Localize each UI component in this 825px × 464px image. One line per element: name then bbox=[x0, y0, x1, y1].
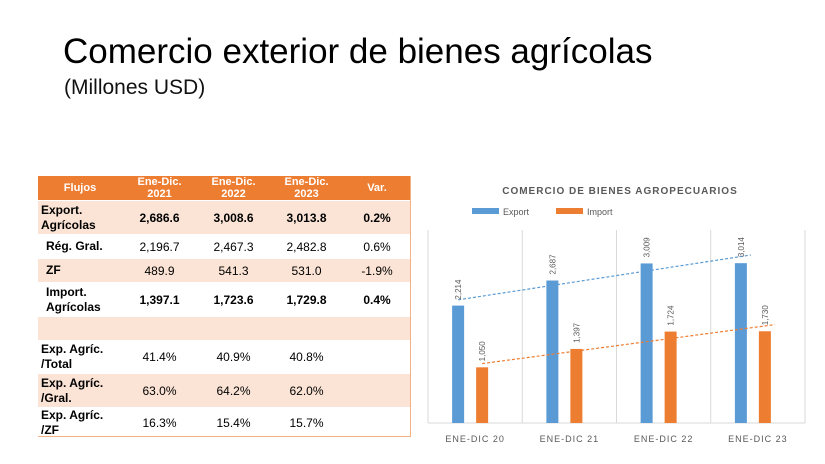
header-flujos: Flujos bbox=[38, 176, 122, 201]
cell-2021: 1,397.1 bbox=[122, 282, 197, 317]
data-label: 2,687 bbox=[548, 254, 557, 275]
chart-legend: Export Import bbox=[472, 207, 613, 217]
slide-title: Comercio exterior de bienes agrícolas bbox=[63, 32, 653, 71]
agro-trade-chart: COMERCIO DE BIENES AGROPECUARIOS Export I… bbox=[427, 186, 806, 444]
row-label: Import. Agrícolas bbox=[38, 282, 122, 317]
table-row: Exp. Agríc. /Total 41.4% 40.9% 40.8% bbox=[38, 340, 411, 374]
cell-var: 0.4% bbox=[343, 282, 411, 317]
cell-2022: 2,467.3 bbox=[197, 234, 270, 259]
cell-var bbox=[343, 407, 411, 439]
row-label: Rég. Gral. bbox=[38, 234, 122, 259]
flows-table: Flujos Ene-Dic. 2021 Ene-Dic. 2022 Ene-D… bbox=[38, 176, 411, 439]
bar-export bbox=[452, 305, 465, 423]
cell-2021: 489.9 bbox=[122, 258, 197, 283]
legend-label-import: Import bbox=[587, 207, 613, 217]
bar-export bbox=[640, 263, 653, 423]
cell-2021: 16.3% bbox=[122, 407, 197, 439]
header-2022: Ene-Dic. 2022 bbox=[197, 176, 270, 201]
chart-data-labels: 2,214 1,050 2,687 1,397 3,009 1,724 3,014 1,730 bbox=[454, 237, 770, 362]
table-row: ZF 489.9 541.3 531.0 -1.9% bbox=[38, 258, 411, 283]
bar-import bbox=[570, 348, 583, 423]
cell-2021: 41.4% bbox=[122, 340, 197, 374]
bar-import bbox=[664, 331, 677, 423]
table-row: Export. Agrícolas 2,686.6 3,008.6 3,013.… bbox=[38, 200, 411, 235]
cell-2023: 1,729.8 bbox=[270, 282, 343, 317]
row-label: Exp. Agríc. /Gral. bbox=[38, 373, 122, 408]
legend-swatch-import bbox=[556, 208, 583, 214]
chart-x-labels: ENE-DIC 20 ENE-DIC 21 ENE-DIC 22 ENE-DIC 23 bbox=[445, 434, 788, 444]
row-label: Exp. Agríc. /ZF bbox=[38, 407, 122, 439]
legend-swatch-export bbox=[472, 208, 499, 214]
row-label bbox=[38, 316, 122, 341]
chart-title: COMERCIO DE BIENES AGROPECUARIOS bbox=[502, 186, 738, 197]
cell-var: 0.2% bbox=[343, 200, 411, 235]
cell-2022 bbox=[197, 316, 270, 341]
bar-import bbox=[758, 331, 771, 423]
header-2023: Ene-Dic. 2023 bbox=[270, 176, 343, 201]
trendline-import bbox=[482, 324, 775, 365]
cell-2023: 3,013.8 bbox=[270, 200, 343, 235]
data-label: 1,050 bbox=[478, 341, 487, 362]
cell-2022: 541.3 bbox=[197, 258, 270, 283]
row-label: Export. Agrícolas bbox=[38, 200, 122, 235]
cell-2022: 15.4% bbox=[197, 407, 270, 439]
bar-import bbox=[476, 367, 489, 423]
data-label: 1,724 bbox=[667, 305, 676, 326]
cell-2022: 40.9% bbox=[197, 340, 270, 374]
table-row: Exp. Agríc. /Gral. 63.0% 64.2% 62.0% bbox=[38, 373, 411, 408]
x-tick-label: ENE-DIC 22 bbox=[634, 434, 694, 444]
cell-var bbox=[343, 316, 411, 341]
data-label: 1,730 bbox=[761, 305, 770, 326]
bar-export bbox=[546, 280, 559, 423]
table-row: Import. Agrícolas 1,397.1 1,723.6 1,729.… bbox=[38, 282, 411, 317]
data-label: 3,009 bbox=[643, 237, 652, 258]
cell-2021 bbox=[122, 316, 197, 341]
cell-2023: 40.8% bbox=[270, 340, 343, 374]
cell-2021: 2,686.6 bbox=[122, 200, 197, 235]
data-label: 1,397 bbox=[572, 322, 581, 343]
table-row-empty bbox=[38, 316, 411, 341]
x-tick-label: ENE-DIC 21 bbox=[540, 434, 600, 444]
cell-2023 bbox=[270, 316, 343, 341]
cell-2022: 3,008.6 bbox=[197, 200, 270, 235]
data-label: 2,214 bbox=[454, 279, 463, 300]
table-header-row: Flujos Ene-Dic. 2021 Ene-Dic. 2022 Ene-D… bbox=[38, 176, 411, 201]
cell-2022: 1,723.6 bbox=[197, 282, 270, 317]
cell-2022: 64.2% bbox=[197, 373, 270, 408]
cell-var bbox=[343, 373, 411, 408]
cell-var: 0.6% bbox=[343, 234, 411, 259]
row-label: Exp. Agríc. /Total bbox=[38, 340, 122, 374]
cell-2023: 531.0 bbox=[270, 258, 343, 283]
legend-label-export: Export bbox=[503, 207, 530, 217]
cell-2023: 62.0% bbox=[270, 373, 343, 408]
cell-2021: 2,196.7 bbox=[122, 234, 197, 259]
table-row: Exp. Agríc. /ZF 16.3% 15.4% 15.7% bbox=[38, 407, 411, 439]
trendline-export bbox=[458, 254, 751, 301]
data-label: 3,014 bbox=[737, 237, 746, 258]
row-label: ZF bbox=[38, 258, 122, 283]
cell-2023: 15.7% bbox=[270, 407, 343, 439]
x-tick-label: ENE-DIC 23 bbox=[728, 434, 788, 444]
bar-export bbox=[734, 263, 747, 423]
header-2021: Ene-Dic. 2021 bbox=[122, 176, 197, 201]
slide-subtitle: (Millones USD) bbox=[64, 76, 206, 99]
table-row: Rég. Gral. 2,196.7 2,467.3 2,482.8 0.6% bbox=[38, 234, 411, 259]
cell-2021: 63.0% bbox=[122, 373, 197, 408]
chart-bars bbox=[452, 263, 771, 423]
chart-trendlines bbox=[458, 254, 775, 365]
cell-2023: 2,482.8 bbox=[270, 234, 343, 259]
x-tick-label: ENE-DIC 20 bbox=[445, 434, 505, 444]
header-var: Var. bbox=[343, 176, 411, 201]
cell-var: -1.9% bbox=[343, 258, 411, 283]
cell-var bbox=[343, 340, 411, 374]
